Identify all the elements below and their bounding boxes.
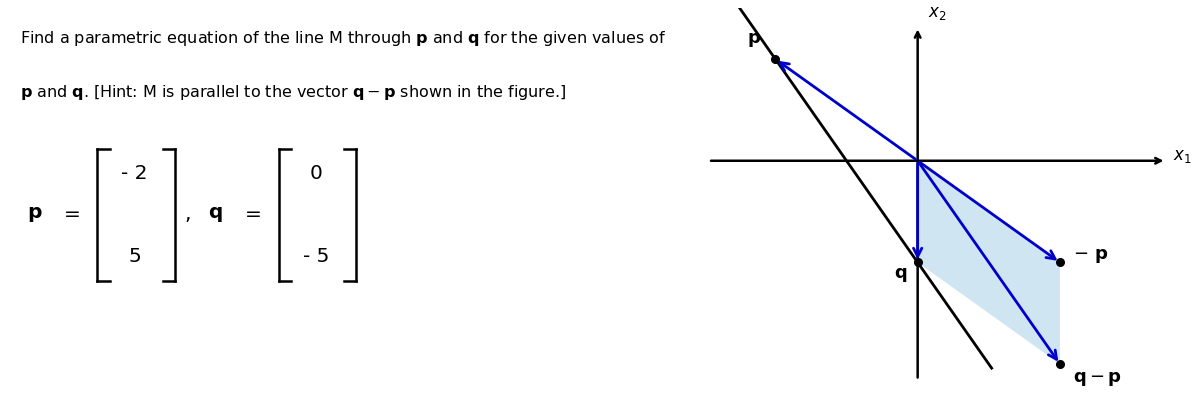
Text: $\mathbf{p}$ and $\mathbf{q}$. [Hint: M is parallel to the vector $\mathbf{q} - : $\mathbf{p}$ and $\mathbf{q}$. [Hint: M …	[20, 83, 566, 102]
Text: 5: 5	[128, 247, 140, 266]
Text: =: =	[64, 205, 80, 224]
Text: 0: 0	[310, 164, 323, 183]
Text: Find a parametric equation of the line M through $\mathbf{p}$ and $\mathbf{q}$ f: Find a parametric equation of the line M…	[20, 29, 666, 48]
Text: $\mathbf{q}$: $\mathbf{q}$	[209, 205, 223, 224]
Text: $\mathbf{p}$: $\mathbf{p}$	[748, 31, 761, 49]
Polygon shape	[918, 161, 1060, 364]
Text: - 2: - 2	[121, 164, 148, 183]
Text: $-$ $\mathbf{p}$: $-$ $\mathbf{p}$	[1073, 247, 1109, 265]
Text: $\mathbf{p}$: $\mathbf{p}$	[26, 205, 42, 224]
Text: $\mathbf{q}$: $\mathbf{q}$	[894, 266, 907, 285]
Text: ,: ,	[185, 205, 191, 224]
Text: $x_2$: $x_2$	[929, 5, 947, 22]
Text: - 5: - 5	[302, 247, 329, 266]
Text: =: =	[245, 205, 262, 224]
Text: $x_1$: $x_1$	[1174, 147, 1192, 165]
Text: $\mathbf{q} - \mathbf{p}$: $\mathbf{q} - \mathbf{p}$	[1073, 370, 1122, 388]
